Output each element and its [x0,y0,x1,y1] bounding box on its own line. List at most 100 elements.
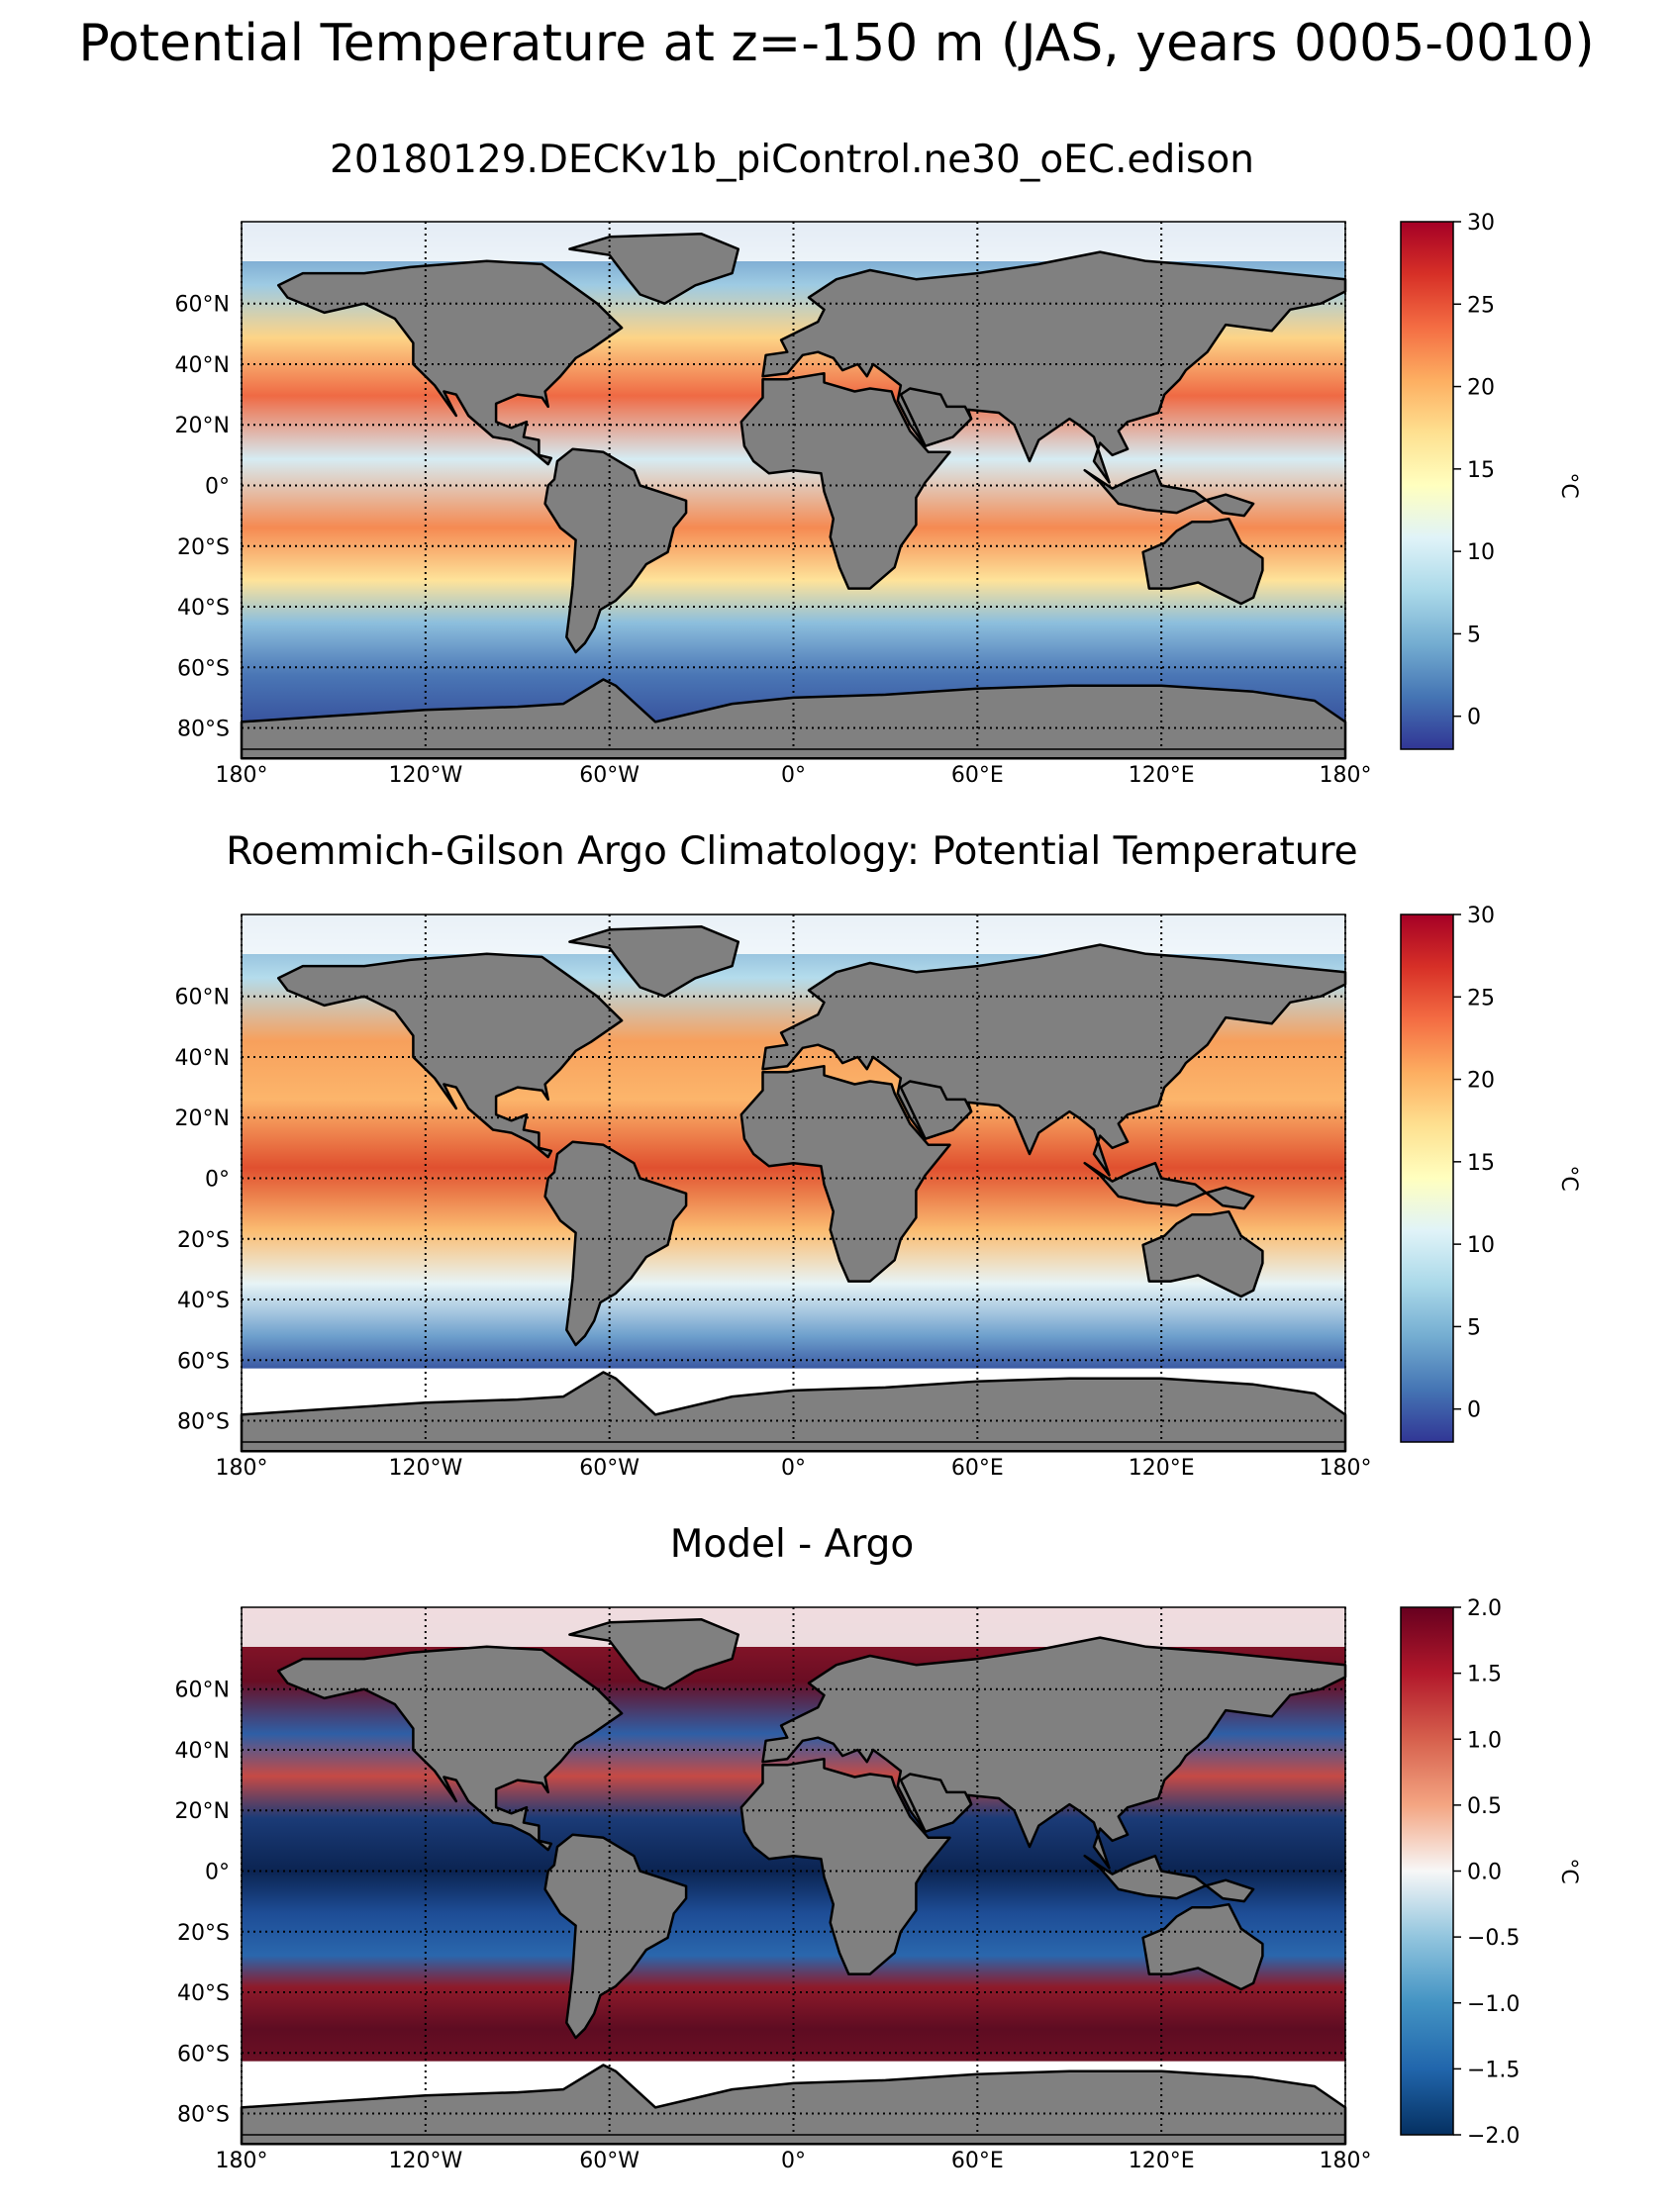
lat-tick-label: 40°N [175,1739,230,1764]
land-north-america [276,1645,624,1852]
colorbar-tick-label: 20 [1467,376,1495,401]
map-panels: 180° 120°W 60°W 0° 60°E 120°E 180° 60°N 40°N 20°N… [175,211,1581,2173]
lat-tick-label: 60°S [177,1349,230,1374]
colorbar-tick-label: −1.0 [1467,1992,1520,2017]
lat-tick-label: 80°S [177,718,230,742]
map-frame [241,1606,1346,2136]
lat-tick-label: 60°N [175,293,230,318]
land-greenland [568,1618,740,1690]
land-south-america [543,447,688,654]
colorbar [1400,221,1454,750]
panel-1-title: 20180129.DECKv1b_piControl.ne30_oEC.edis… [330,138,1254,182]
colorbar-tick-label: 15 [1467,458,1495,483]
lat-tick-label: 40°S [177,596,230,621]
colorbar-tick-label: 5 [1467,623,1481,647]
lat-tick-label: 20°N [175,1106,230,1131]
land-eurasia [761,250,1347,484]
lat-tick-label: 40°S [177,1289,230,1313]
lon-tick-label: 0° [781,2149,806,2173]
colorbar-tick-label: 25 [1467,986,1495,1010]
lat-tick-label: 60°N [175,986,230,1010]
colorbar-tick-label: 25 [1467,293,1495,318]
colorbar-tick-label: −1.5 [1467,2058,1520,2082]
lon-tick-label: 120°W [388,763,462,788]
lon-tick-label: 60°E [951,1456,1004,1481]
lat-tick-label: 40°N [175,353,230,378]
colorbar-tick-label: 0.5 [1467,1794,1502,1819]
land-indonesia [1083,468,1255,518]
lat-tick-label: 40°N [175,1046,230,1071]
colorbar-tick-label: 30 [1467,211,1495,236]
lat-tick-label: 20°S [177,1228,230,1253]
lon-tick-label: 120°E [1129,1456,1195,1481]
land-antarctica [240,2064,1347,2146]
land-indonesia [1083,1854,1255,1903]
colorbar-tick-label: 1.0 [1467,1728,1502,1753]
colorbar [1400,914,1454,1443]
lat-tick-label: 60°S [177,656,230,681]
lon-tick-label: 60°W [579,2149,640,2173]
lat-tick-label: 20°N [175,414,230,438]
map-panel-3: 180° 120°W 60°W 0° 60°E 120°E 180° 60°N 40°N 20°N… [175,1596,1581,2173]
map-panel-2: 180° 120°W 60°W 0° 60°E 120°E 180° 60°N 40°N 20°N… [175,904,1581,1481]
lon-tick-label: 180° [216,2149,268,2173]
lon-tick-label: 180° [1320,763,1372,788]
land-australia [1141,517,1264,606]
map-frame [241,221,1346,750]
land-south-america [543,1140,688,1347]
lat-tick-label: 60°N [175,1679,230,1703]
colorbar [1400,1606,1454,2136]
land-arabia [899,1773,973,1833]
colorbar-tick-label: 5 [1467,1315,1481,1340]
lat-tick-label: 0° [205,1861,230,1885]
land-africa [739,1757,951,1975]
colorbar-tick-label: 30 [1467,904,1495,928]
lon-tick-label: 60°E [951,763,1004,788]
land-arabia [899,1080,973,1140]
colorbar-tick-label: 1.5 [1467,1663,1502,1687]
colorbar-unit-label: °C [1556,1858,1581,1883]
colorbar-tick-label: 15 [1467,1151,1495,1176]
lon-tick-label: 120°E [1129,763,1195,788]
lon-tick-label: 0° [781,1456,806,1481]
lat-tick-label: 20°S [177,535,230,560]
lat-tick-label: 40°S [177,1981,230,2006]
colorbar-unit-label: °C [1556,1165,1581,1191]
panel-2-title: Roemmich-Gilson Argo Climatology: Potent… [226,829,1358,874]
land-north-america [276,259,624,466]
lon-tick-label: 120°E [1129,2149,1195,2173]
lon-tick-label: 0° [781,763,806,788]
land-africa [739,1064,951,1283]
land-eurasia [761,943,1347,1177]
lat-tick-label: 80°S [177,1410,230,1435]
colorbar-unit-label: °C [1556,472,1581,498]
colorbar-tick-label: 10 [1467,1233,1495,1258]
land-australia [1141,1902,1264,1991]
land-north-america [276,952,624,1159]
lon-tick-label: 120°W [388,2149,462,2173]
lon-tick-label: 180° [216,1456,268,1481]
lat-tick-label: 80°S [177,2103,230,2128]
land-eurasia [761,1636,1347,1870]
map-panel-1: 180° 120°W 60°W 0° 60°E 120°E 180° 60°N 40°N 20°N… [175,211,1581,788]
map-frame [241,914,1346,1443]
land-australia [1141,1209,1264,1298]
lat-tick-label: 20°S [177,1921,230,1946]
colorbar-tick-label: 10 [1467,540,1495,565]
land-greenland [568,233,740,305]
lat-tick-label: 60°S [177,2042,230,2067]
lon-tick-label: 60°W [579,1456,640,1481]
lat-tick-label: 0° [205,1168,230,1193]
land-south-america [543,1833,688,2040]
land-greenland [568,925,740,998]
figure-title: Potential Temperature at z=-150 m (JAS, … [78,14,1595,73]
panel-3-title: Model - Argo [669,1522,915,1567]
lat-tick-label: 0° [205,475,230,500]
land-antarctica [240,1371,1347,1453]
lat-tick-label: 20°N [175,1799,230,1824]
colorbar-tick-label: 0 [1467,1398,1481,1423]
land-arabia [899,387,973,447]
colorbar-tick-label: 2.0 [1467,1596,1502,1621]
colorbar-tick-label: −2.0 [1467,2124,1520,2149]
